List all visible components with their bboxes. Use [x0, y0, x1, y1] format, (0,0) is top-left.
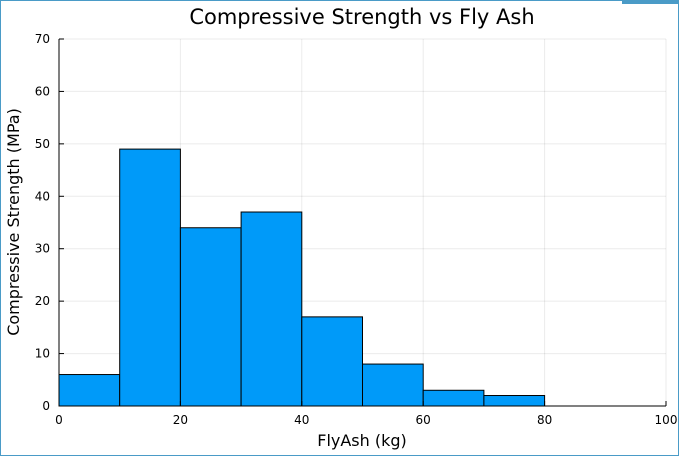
y-axis-label: Compressive Strength (MPa) — [4, 108, 23, 336]
histogram-bar — [301, 316, 363, 407]
x-tick-label: 100 — [655, 413, 678, 427]
x-axis-label: FlyAsh (kg) — [317, 431, 407, 450]
y-tick-label: 50 — [35, 137, 50, 151]
x-tick-label: 60 — [416, 413, 431, 427]
window-frame-corner — [622, 0, 679, 4]
y-tick-label: 70 — [35, 32, 50, 46]
y-tick-label: 30 — [35, 242, 50, 256]
histogram-bar — [422, 389, 485, 407]
y-tick-label: 10 — [35, 347, 50, 361]
histogram-bar — [179, 227, 242, 407]
histogram-bar — [58, 374, 121, 407]
histogram-bar — [119, 148, 181, 407]
x-tick-label: 80 — [537, 413, 552, 427]
chart-title: Compressive Strength vs Fly Ash — [189, 5, 534, 29]
y-tick-label: 40 — [35, 189, 50, 203]
histogram-bar — [362, 363, 424, 407]
histogram-bars — [58, 148, 546, 407]
x-tick-label: 20 — [173, 413, 188, 427]
x-tick-label: 0 — [55, 413, 63, 427]
y-tick-label: 20 — [35, 294, 50, 308]
x-tick-label: 40 — [294, 413, 309, 427]
histogram-bar — [240, 211, 303, 407]
tick-labels: 0 20 40 60 80 100 0 10 20 30 40 50 60 70 — [35, 32, 678, 427]
y-tick-label: 60 — [35, 84, 50, 98]
axes — [58, 38, 667, 407]
y-tick-label: 0 — [42, 399, 50, 413]
histogram-bar — [483, 395, 546, 407]
